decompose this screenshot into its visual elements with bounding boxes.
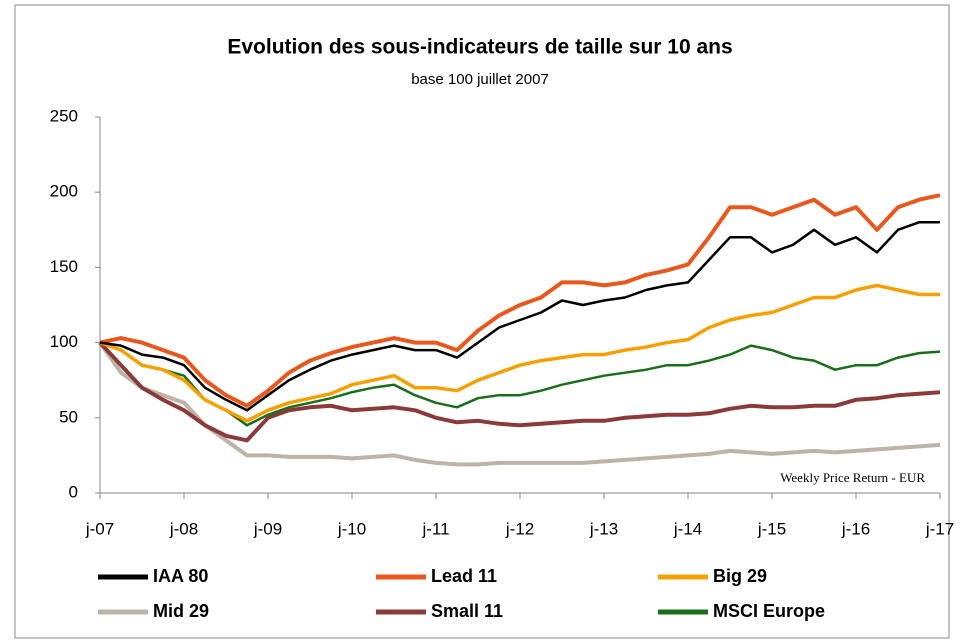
legend-label: Lead 11 <box>431 566 497 586</box>
x-tick-label: j-08 <box>169 519 198 538</box>
x-tick-label: j-11 <box>421 519 449 538</box>
x-tick-label: j-13 <box>589 519 618 538</box>
chart-subtitle: base 100 juillet 2007 <box>411 71 549 88</box>
x-tick-label: j-16 <box>841 519 870 538</box>
legend-label: Big 29 <box>713 566 767 586</box>
series-line <box>99 283 940 423</box>
x-tick-label: j-12 <box>505 519 534 538</box>
series-line <box>98 341 941 443</box>
x-tick-label: j-10 <box>337 519 366 538</box>
series-line <box>99 221 940 412</box>
y-tick-label: 0 <box>69 482 78 501</box>
y-tick-label: 250 <box>50 106 78 125</box>
series-line <box>98 341 941 467</box>
x-tick-label: j-17 <box>925 519 954 538</box>
legend-label: Mid 29 <box>153 601 209 621</box>
legend-label: Small 11 <box>431 601 503 621</box>
annotation: Weekly Price Return - EUR <box>780 470 925 485</box>
x-tick-label: j-14 <box>673 519 702 538</box>
y-tick-label: 150 <box>50 257 78 276</box>
chart-border <box>14 4 950 639</box>
y-tick-label: 100 <box>50 332 78 351</box>
y-tick-label: 200 <box>50 182 78 201</box>
legend-label: IAA 80 <box>153 566 208 586</box>
legend-label: MSCI Europe <box>713 601 825 621</box>
x-tick-label: j-09 <box>253 519 282 538</box>
x-tick-label: j-07 <box>85 519 114 538</box>
y-tick-label: 50 <box>59 407 78 426</box>
x-tick-label: j-15 <box>757 519 786 538</box>
chart-title: Evolution des sous-indicateurs de taille… <box>227 36 732 59</box>
series-line <box>99 193 941 408</box>
series-line <box>99 341 941 427</box>
